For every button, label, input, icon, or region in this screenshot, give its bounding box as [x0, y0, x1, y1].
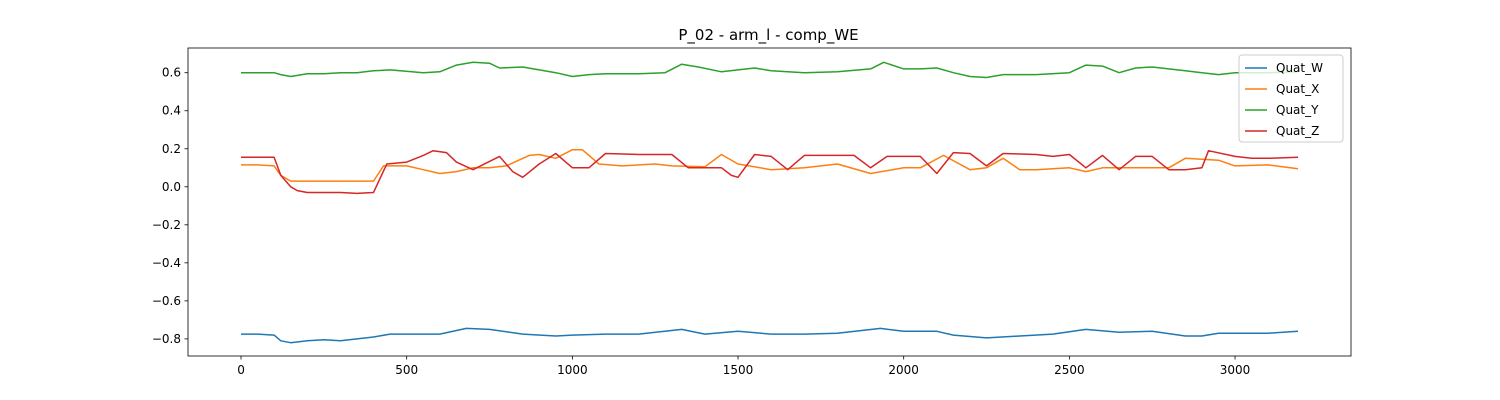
x-tick-label: 500: [395, 363, 418, 377]
series-line-quat-z: [241, 149, 1299, 195]
x-axis: 0 500 1000 1500 2000 2500 3000: [237, 356, 1250, 377]
legend-box: [1238, 54, 1344, 143]
y-tick-label: 0.6: [162, 66, 181, 80]
plot-frame: [187, 47, 1352, 357]
series-line-quat-w: [241, 327, 1299, 344]
y-tick-label: −0.8: [152, 332, 181, 346]
x-tick-label: 0: [237, 363, 245, 377]
x-tick-label: 2000: [888, 363, 919, 377]
y-axis: −0.8 −0.6 −0.4 −0.2 0.0 0.2 0.4 0.6: [152, 66, 188, 346]
legend-label: Quat_W: [1276, 61, 1323, 75]
y-tick-label: −0.6: [152, 294, 181, 308]
legend-label: Quat_Y: [1276, 103, 1319, 117]
legend: Quat_W Quat_X Quat_Y Quat_Z: [1238, 54, 1344, 143]
x-tick-label: 2500: [1054, 363, 1085, 377]
chart-title: P_02 - arm_l - comp_WE: [678, 26, 858, 45]
y-tick-label: 0.4: [162, 104, 181, 118]
x-tick-label: 3000: [1220, 363, 1251, 377]
legend-label: Quat_X: [1276, 82, 1319, 96]
y-tick-label: 0.2: [162, 142, 181, 156]
y-tick-label: −0.4: [152, 256, 181, 270]
y-tick-label: −0.2: [152, 218, 181, 232]
x-tick-label: 1000: [557, 363, 588, 377]
x-tick-label: 1500: [723, 363, 754, 377]
legend-label: Quat_Z: [1276, 124, 1319, 138]
series-line-quat-y: [241, 61, 1299, 79]
y-tick-label: 0.0: [162, 180, 181, 194]
series-group: [241, 61, 1299, 344]
series-line-quat-x: [241, 148, 1299, 182]
